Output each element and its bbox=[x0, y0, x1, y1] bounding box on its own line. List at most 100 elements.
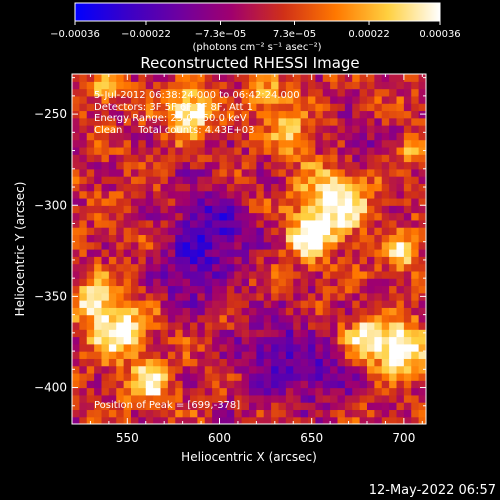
heatmap-pixel bbox=[389, 146, 398, 155]
heatmap-pixel bbox=[167, 117, 176, 126]
heatmap-pixel bbox=[182, 365, 191, 374]
heatmap-pixel bbox=[337, 336, 346, 345]
heatmap-pixel bbox=[219, 227, 228, 236]
heatmap-pixel bbox=[337, 285, 346, 294]
heatmap-pixel bbox=[411, 81, 420, 90]
heatmap-pixel bbox=[145, 329, 154, 338]
heatmap-pixel bbox=[271, 380, 280, 389]
heatmap-pixel bbox=[145, 394, 154, 403]
heatmap-pixel bbox=[300, 110, 309, 119]
heatmap-pixel bbox=[94, 300, 103, 308]
heatmap-pixel bbox=[352, 329, 361, 338]
heatmap-pixel bbox=[167, 205, 176, 214]
heatmap-pixel bbox=[315, 321, 324, 330]
heatmap-pixel bbox=[300, 88, 309, 97]
heatmap-pixel bbox=[145, 409, 154, 418]
heatmap-pixel bbox=[197, 263, 206, 272]
heatmap-pixel bbox=[108, 285, 117, 294]
heatmap-pixel bbox=[315, 168, 324, 177]
heatmap-pixel bbox=[293, 205, 302, 214]
heatmap-pixel bbox=[293, 278, 302, 287]
heatmap-pixel bbox=[263, 168, 272, 177]
heatmap-pixel bbox=[241, 183, 250, 192]
heatmap-pixel bbox=[86, 168, 95, 177]
heatmap-pixel bbox=[367, 300, 375, 308]
heatmap-pixel bbox=[226, 139, 235, 148]
heatmap-pixel bbox=[403, 292, 412, 301]
heatmap-pixel bbox=[226, 416, 235, 424]
heatmap-pixel bbox=[418, 307, 426, 316]
heatmap-pixel bbox=[94, 249, 103, 257]
heatmap-pixel bbox=[367, 365, 375, 374]
heatmap-pixel bbox=[79, 336, 88, 345]
heatmap-pixel bbox=[219, 117, 228, 126]
heatmap-pixel bbox=[300, 380, 309, 389]
heatmap-pixel bbox=[381, 380, 390, 389]
heatmap-pixel bbox=[271, 292, 280, 301]
heatmap-pixel bbox=[138, 394, 147, 403]
heatmap-pixel bbox=[94, 74, 103, 82]
heatmap-pixel bbox=[94, 103, 103, 112]
heatmap-pixel bbox=[86, 154, 95, 163]
heatmap-pixel bbox=[219, 285, 228, 294]
heatmap-pixel bbox=[79, 402, 88, 411]
heatmap-pixel bbox=[94, 219, 103, 228]
heatmap-pixel bbox=[101, 263, 110, 272]
heatmap-pixel bbox=[219, 146, 228, 155]
heatmap-pixel bbox=[344, 263, 353, 272]
heatmap-pixel bbox=[367, 241, 375, 250]
heatmap-pixel bbox=[94, 380, 103, 389]
heatmap-pixel bbox=[204, 402, 213, 411]
heatmap-pixel bbox=[263, 197, 272, 206]
heatmap-pixel bbox=[138, 154, 147, 163]
heatmap-pixel bbox=[234, 190, 243, 199]
heatmap-pixel bbox=[153, 125, 162, 133]
heatmap-pixel bbox=[389, 110, 398, 119]
heatmap-pixel bbox=[359, 409, 368, 418]
heatmap-pixel bbox=[249, 219, 257, 228]
x-tick-label: 550 bbox=[116, 431, 139, 445]
heatmap-pixel bbox=[167, 132, 176, 141]
heatmap-pixel bbox=[263, 139, 272, 148]
heatmap-pixel bbox=[138, 336, 147, 345]
heatmap-pixel bbox=[219, 372, 228, 381]
heatmap-pixel bbox=[285, 88, 294, 97]
heatmap-pixel bbox=[197, 205, 206, 214]
heatmap-pixel bbox=[197, 394, 206, 403]
heatmap-pixel bbox=[79, 343, 88, 352]
heatmap-pixel bbox=[367, 387, 375, 396]
heatmap-pixel bbox=[256, 263, 265, 272]
heatmap-pixel bbox=[182, 205, 191, 214]
heatmap-pixel bbox=[190, 197, 198, 206]
heatmap-pixel bbox=[175, 300, 184, 308]
heatmap-pixel bbox=[167, 190, 176, 199]
heatmap-pixel bbox=[344, 307, 353, 316]
heatmap-pixel bbox=[197, 329, 206, 338]
heatmap-pixel bbox=[86, 300, 95, 308]
heatmap-pixel bbox=[300, 372, 309, 381]
heatmap-pixel bbox=[418, 329, 426, 338]
heatmap-pixel bbox=[293, 154, 302, 163]
heatmap-pixel bbox=[197, 409, 206, 418]
heatmap-pixel bbox=[182, 416, 191, 424]
heatmap-pixel bbox=[182, 183, 191, 192]
heatmap-pixel bbox=[138, 183, 147, 192]
heatmap-pixel bbox=[160, 110, 169, 119]
heatmap-pixel bbox=[190, 270, 198, 279]
heatmap-pixel bbox=[330, 110, 339, 119]
heatmap-pixel bbox=[300, 365, 309, 374]
heatmap-pixel bbox=[153, 329, 162, 338]
heatmap-pixel bbox=[308, 241, 316, 250]
heatmap-pixel bbox=[271, 183, 280, 192]
heatmap-pixel bbox=[300, 117, 309, 126]
heatmap-pixel bbox=[322, 74, 331, 82]
heatmap-pixel bbox=[241, 300, 250, 308]
heatmap-pixel bbox=[278, 351, 287, 359]
heatmap-pixel bbox=[138, 176, 147, 184]
heatmap-pixel bbox=[175, 380, 184, 389]
heatmap-pixel bbox=[79, 139, 88, 148]
heatmap-pixel bbox=[160, 146, 169, 155]
heatmap-pixel bbox=[278, 300, 287, 308]
heatmap-pixel bbox=[367, 263, 375, 272]
